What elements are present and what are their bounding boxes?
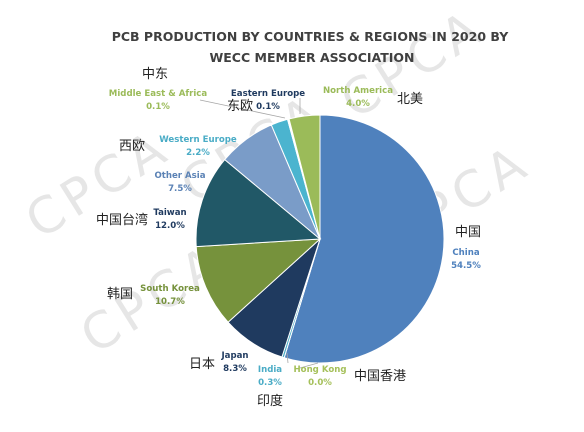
label-eastern-europe-value: 0.1% [256, 102, 280, 112]
label-western-europe-chinese: 西欧 [119, 139, 145, 154]
label-western-europe-name: Western Europe [159, 135, 237, 145]
label-china-chinese: 中国 [455, 225, 481, 240]
pie-slice-north-america [288, 114, 321, 240]
label-japan-name: Japan [220, 351, 248, 361]
leader-line [199, 99, 286, 119]
label-taiwan-value: 12.0% [155, 221, 185, 231]
pie-slice-china [283, 114, 445, 364]
label-north-america-name: North America [323, 86, 393, 96]
label-south-korea-name: South Korea [140, 284, 200, 294]
label-western-europe-value: 2.2% [186, 148, 210, 158]
label-eastern-europe-chinese: 东欧 [227, 99, 253, 114]
label-south-korea-chinese: 韩国 [107, 287, 133, 302]
label-other-asia-value: 7.5% [168, 184, 192, 194]
label-middle-east-africa-name: Middle East & Africa [109, 89, 208, 99]
label-north-america-value: 4.0% [346, 99, 370, 109]
label-hong-kong-name: Hong Kong [293, 365, 346, 375]
label-north-america-chinese: 北美 [397, 92, 423, 107]
chart-title-line-2: WECC MEMBER ASSOCIATION [209, 50, 414, 65]
label-japan-value: 8.3% [223, 364, 247, 374]
label-middle-east-africa-chinese: 中东 [142, 67, 168, 82]
label-taiwan-name: Taiwan [153, 208, 186, 218]
watermark-text: CPCA [331, 0, 496, 130]
label-hong-kong-chinese: 中国香港 [354, 369, 406, 384]
label-india-chinese: 印度 [257, 393, 283, 409]
label-taiwan-chinese: 中国台湾 [96, 212, 148, 228]
label-south-korea-value: 10.7% [155, 297, 185, 307]
pie-slices [195, 114, 445, 364]
label-china-value: 54.5% [451, 261, 481, 271]
label-india-name: India [258, 365, 282, 375]
pie-slice-taiwan [195, 158, 322, 248]
label-middle-east-africa-value: 0.1% [146, 102, 170, 112]
leader-line [299, 362, 319, 369]
label-india-value: 0.3% [258, 378, 282, 388]
pie-slice-south-korea [195, 238, 322, 323]
chart-title-line-1: PCB PRODUCTION BY COUNTRIES & REGIONS IN… [112, 29, 510, 44]
leader-line [286, 352, 289, 364]
label-other-asia-name: Other Asia [154, 171, 205, 181]
label-china-name: China [452, 248, 479, 258]
label-eastern-europe-name: Eastern Europe [231, 89, 305, 99]
pie-labels: China 54.5% 中国 Hong Kong 0.0% 中国香港 India 0.3% 印度… [96, 67, 481, 409]
label-hong-kong-value: 0.0% [308, 378, 332, 388]
label-japan-chinese: 日本 [189, 357, 215, 372]
